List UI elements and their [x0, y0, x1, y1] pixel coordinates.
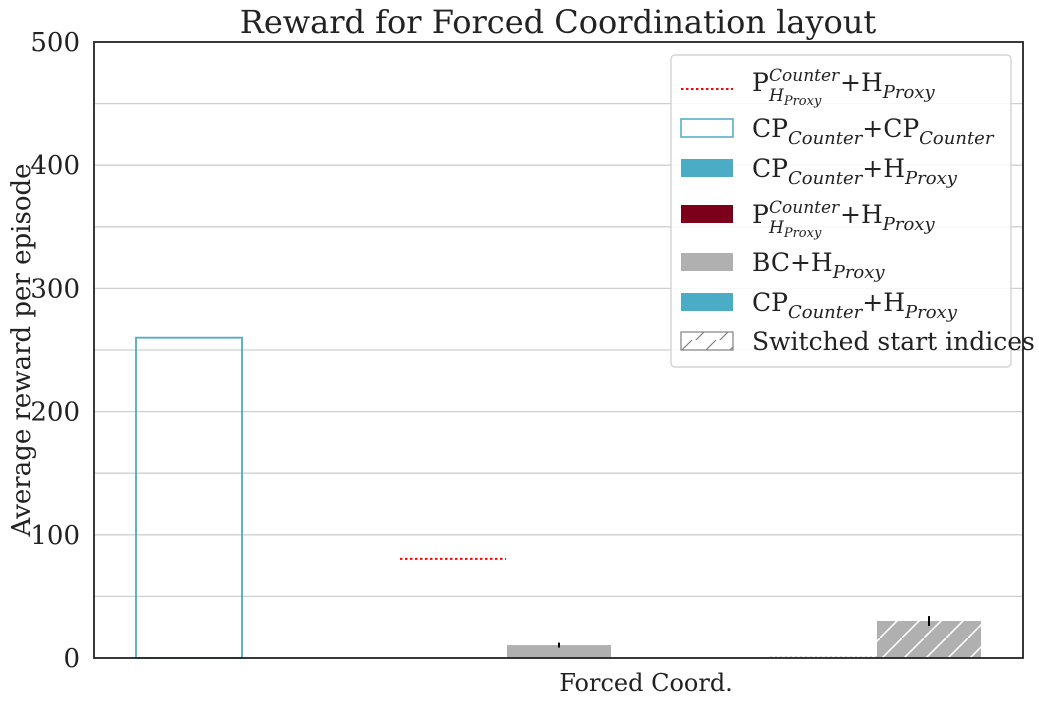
legend-label: CPCounter+HProxy: [752, 288, 958, 323]
y-tick-label: 500: [30, 28, 80, 58]
legend-swatch-solid: [681, 253, 733, 271]
legend-label: PCounter HProxy+HProxy: [752, 66, 935, 109]
legend-swatch-solid: [681, 293, 733, 311]
legend-swatch-hatch: [680, 331, 734, 351]
legend-label: CPCounter+CPCounter: [752, 114, 995, 149]
legend: PCounter HProxy+HProxy CPCounter+CPCounter…: [670, 54, 1035, 368]
legend-box: [670, 54, 1012, 368]
grid: [94, 102, 1023, 598]
y-tick-label: 200: [30, 398, 80, 428]
legend-label: PCounter HProxy+HProxy: [752, 198, 935, 241]
bar-bc-hproxy: [507, 645, 611, 658]
legend-swatch-solid: [681, 159, 733, 177]
legend-label: CPCounter+HProxy: [752, 154, 958, 189]
legend-swatch-outline: [680, 118, 734, 138]
y-tick-label: 300: [30, 274, 80, 304]
y-tick-label: 100: [30, 521, 80, 551]
plot-frame: [93, 41, 1024, 659]
y-tick-label: 400: [30, 151, 80, 181]
y-tick-label: 0: [63, 644, 80, 674]
bar-cp-counter-cp-counter: [135, 336, 243, 659]
legend-swatch-solid: [681, 205, 733, 223]
bar-bc-hproxy-switched: [877, 621, 981, 658]
chart-title: Reward for Forced Coordination layout: [240, 3, 877, 41]
legend-label: BC+HProxy: [752, 248, 885, 283]
x-tick-label: Forced Coord.: [559, 669, 733, 697]
legend-label: Switched start indices: [752, 327, 1035, 356]
y-axis-ticks: 0 100 200 300 400 500: [30, 28, 80, 674]
chart-marks: [135, 336, 981, 659]
y-axis-label: Average reward per episode: [7, 163, 37, 537]
